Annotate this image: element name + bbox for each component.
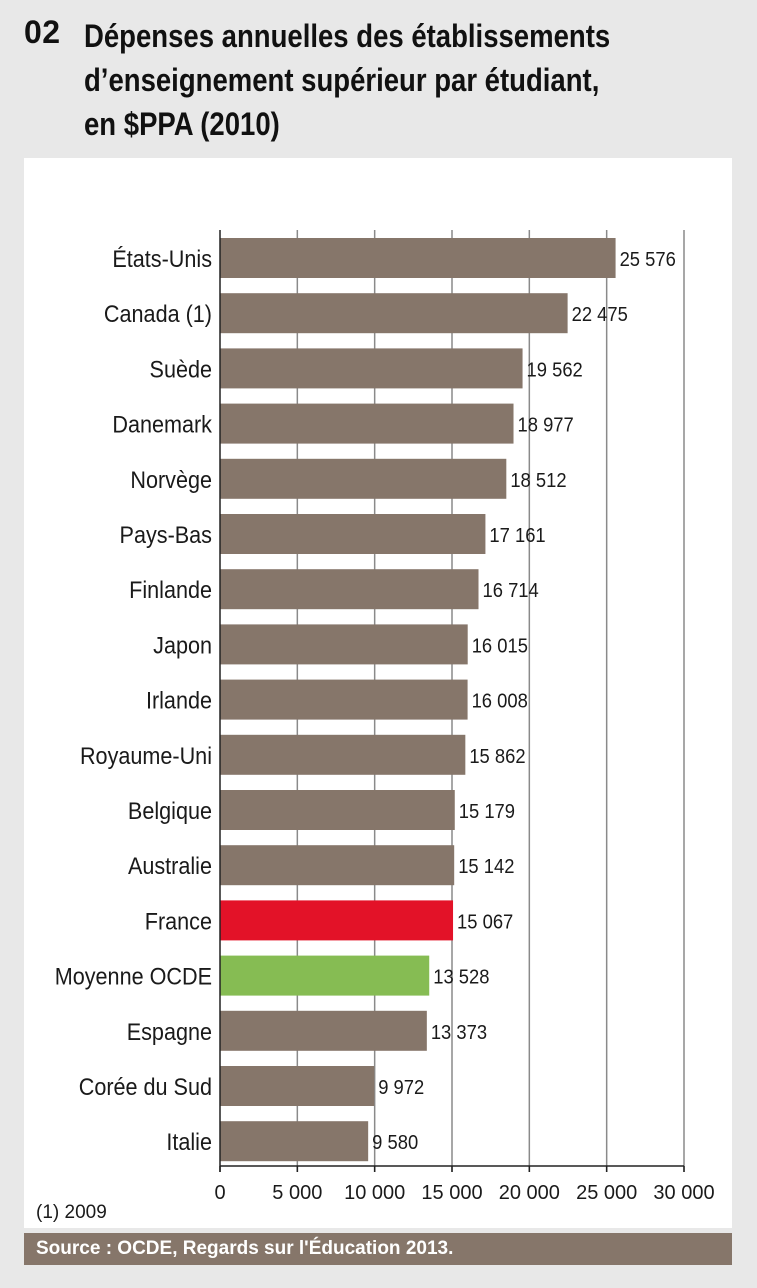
chart-title: Dépenses annuelles des établissements d’… [84,18,611,142]
x-tick-label: 25 000 [576,1182,637,1204]
value-label: 19 562 [527,360,583,382]
category-label: Danemark [112,411,212,438]
category-label: Espagne [127,1018,212,1045]
x-tick-label: 5 000 [272,1182,322,1204]
bar [220,790,455,830]
bar [220,458,507,499]
category-label: Suède [150,355,212,382]
bar [220,955,430,996]
footnote: (1) 2009 [36,1202,107,1223]
category-label: Belgique [128,797,212,824]
value-label: 9 580 [372,1133,418,1155]
bar [220,238,616,278]
value-label: 17 161 [489,525,545,547]
bar [220,734,466,775]
bar [220,1066,375,1106]
bar [220,293,568,334]
category-label: Italie [166,1128,212,1155]
value-label: 16 714 [483,581,540,603]
category-label: Australie [128,852,212,879]
value-label: 15 142 [458,857,514,879]
category-label: Norvège [130,466,212,493]
bar [220,679,468,720]
value-label: 16 008 [472,691,528,713]
category-label: Irlande [146,687,212,714]
value-label: 18 977 [518,415,574,437]
value-label: 18 512 [510,470,566,492]
category-label: Canada (1) [104,300,212,327]
bar [220,845,455,886]
value-label: 9 972 [378,1077,424,1099]
value-label: 22 475 [572,305,628,327]
x-tick-label: 0 [214,1182,225,1204]
value-label: 16 015 [472,636,528,658]
value-label: 15 862 [469,746,525,768]
value-label: 13 373 [431,1022,487,1044]
figure-number: 02 [24,14,61,50]
category-label: Pays-Bas [120,521,212,548]
source-bar: Source : OCDE, Regards sur l'Éducation 2… [24,1233,732,1265]
bar [220,1010,427,1051]
bar [220,1121,369,1162]
bar [220,403,514,444]
bar [220,514,486,554]
x-tick-label: 10 000 [344,1182,405,1204]
category-label: Finlande [129,576,212,603]
category-label: Moyenne OCDE [55,963,212,990]
category-label: Corée du Sud [79,1073,212,1100]
bar [220,348,523,389]
bar [220,900,454,941]
value-label: 25 576 [620,249,676,271]
category-label: Japon [153,631,212,658]
category-label: Royaume-Uni [80,742,212,769]
bar [220,569,479,610]
value-label: 15 067 [457,912,513,934]
bar [220,624,468,665]
x-tick-label: 30 000 [653,1182,714,1204]
category-label: États-Unis [112,245,212,272]
category-label: France [145,907,212,934]
value-label: 15 179 [459,801,515,823]
x-tick-label: 15 000 [421,1182,482,1204]
x-tick-label: 20 000 [499,1182,560,1204]
value-label: 13 528 [433,967,489,989]
